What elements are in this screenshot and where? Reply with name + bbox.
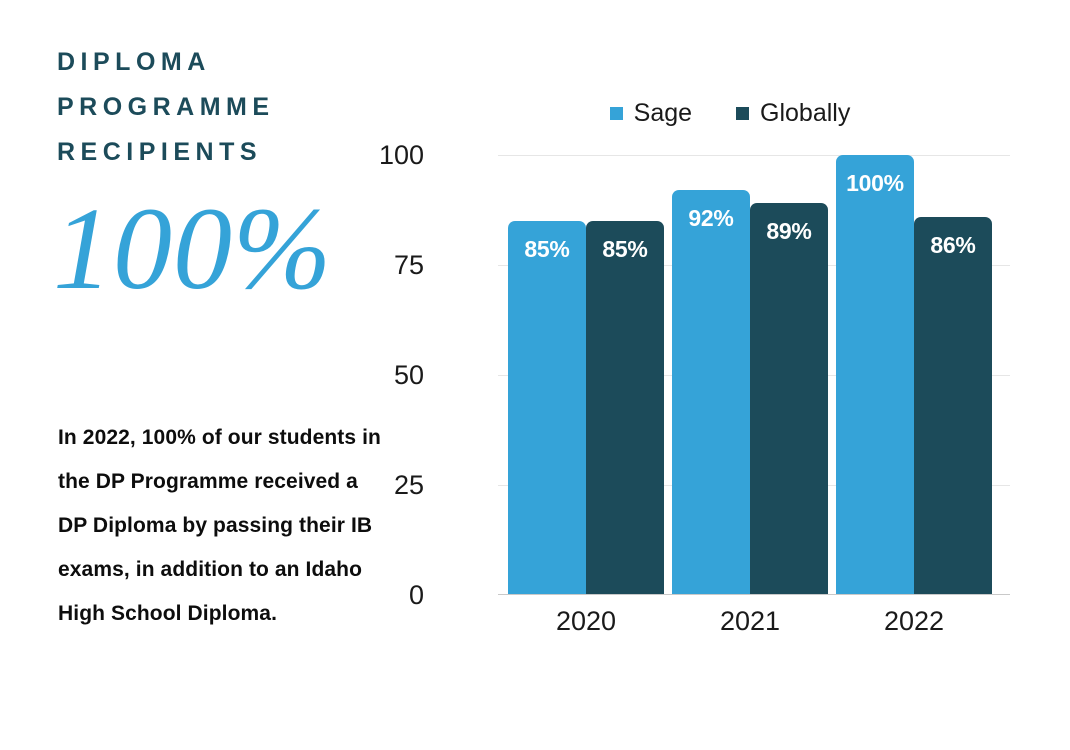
bar-value-label: 92% <box>688 205 734 231</box>
x-axis-line <box>498 594 1010 595</box>
legend-label-globally: Globally <box>760 99 851 127</box>
bar-sage-2022[interactable]: 100% <box>836 155 914 595</box>
y-axis-tick-50: 50 <box>393 360 424 390</box>
gridline-100 <box>498 155 1010 156</box>
bar-value-label: 89% <box>766 218 812 244</box>
bar-globally-2020[interactable]: 85% <box>586 221 664 595</box>
legend-swatch-sage-icon <box>609 107 623 120</box>
plot-area: 85% 85% 92% 89% 100% 86% <box>490 155 1010 595</box>
bar-globally-2022[interactable]: 86% <box>914 217 992 595</box>
y-axis-tick-25: 25 <box>393 470 424 500</box>
bar-group-2021: 92% 89% <box>672 155 828 595</box>
page-title-line-2: PROGRAMME <box>57 93 275 121</box>
page-title-line-3: RECIPIENTS <box>57 138 263 166</box>
x-axis-tick-labels: 2020 2021 2022 <box>508 608 992 635</box>
bar-group-2022: 100% 86% <box>836 155 992 595</box>
page-title: DIPLOMA PROGRAMME RECIPIENTS <box>57 40 397 175</box>
bar-value-label: 100% <box>846 170 904 196</box>
y-axis-tick-75: 75 <box>393 250 424 280</box>
bar-series-container: 85% 85% 92% 89% 100% 86% <box>508 155 992 595</box>
chart-legend: Sage Globally <box>430 101 1030 126</box>
page-title-line-1: DIPLOMA <box>57 48 211 76</box>
legend-item-globally: Globally <box>736 101 850 126</box>
bar-group-2020: 85% 85% <box>508 155 664 595</box>
bar-sage-2020[interactable]: 85% <box>508 221 586 595</box>
bar-sage-2021[interactable]: 92% <box>672 190 750 595</box>
legend-item-sage: Sage <box>609 99 693 127</box>
bar-value-label: 85% <box>524 236 570 262</box>
bar-globally-2021[interactable]: 89% <box>750 203 828 595</box>
legend-swatch-globally-icon <box>736 107 750 120</box>
bar-value-label: 86% <box>930 232 976 258</box>
x-axis-tick-2022: 2022 <box>883 606 945 636</box>
big-stat-value: 100% <box>53 183 333 314</box>
x-axis-tick-2020: 2020 <box>555 606 617 636</box>
x-axis-tick-2021: 2021 <box>719 606 781 636</box>
bar-chart: Sage Globally 100 75 50 25 0 85% 85% <box>379 0 1070 750</box>
y-axis-tick-0: 0 <box>408 580 424 610</box>
left-info-panel: DIPLOMA PROGRAMME RECIPIENTS 100% In 202… <box>53 0 417 750</box>
bar-value-label: 85% <box>602 236 648 262</box>
y-axis-tick-100: 100 <box>378 140 424 170</box>
legend-label-sage: Sage <box>633 99 693 127</box>
description-paragraph: In 2022, 100% of our students in the DP … <box>58 426 381 625</box>
